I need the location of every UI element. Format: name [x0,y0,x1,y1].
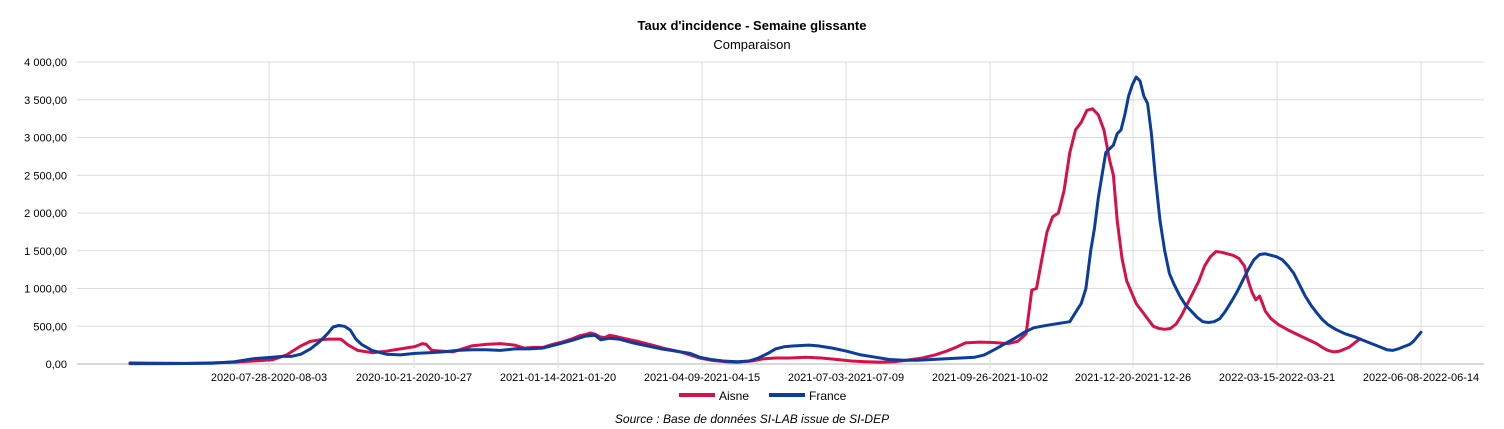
x-tick-label: 2021-04-09-2021-04-15 [644,372,760,384]
x-tick-label: 2021-01-14-2021-01-20 [500,372,616,384]
legend-swatch-france [769,393,805,397]
x-tick-label: 2021-07-03-2021-07-09 [788,372,904,384]
x-tick-label: 2021-09-26-2021-10-02 [932,372,1048,384]
y-tick-label: 2 500,00 [24,170,67,182]
x-tick-label: 2022-06-08-2022-06-14 [1363,372,1479,384]
y-tick-label: 3 500,00 [24,95,67,107]
legend: Aisne France [679,389,847,403]
y-tick-label: 0,00 [46,359,67,371]
y-tick-label: 1 000,00 [24,284,67,296]
legend-swatch-aisne [679,393,715,397]
x-tick-label: 2022-03-15-2022-03-21 [1219,372,1335,384]
y-axis-tick-labels: 0,00 500,00 1 000,00 1 500,00 2 000,00 2 500,… [24,57,67,371]
y-tick-label: 2 000,00 [24,208,67,220]
chart-subtitle: Comparaison [713,37,790,52]
y-tick-label: 4 000,00 [24,57,67,69]
x-axis-tick-labels: 2020-07-28-2020-08-03 2020-10-21-2020-10-… [211,372,1479,384]
y-tick-label: 1 500,00 [24,246,67,258]
chart-source: Source : Base de données SI-LAB issue de… [615,412,889,426]
legend-label-aisne: Aisne [719,389,749,403]
series-line-aisne [128,107,1362,365]
y-tick-label: 3 000,00 [24,133,67,145]
x-tick-label: 2021-12-20-2021-12-26 [1075,372,1191,384]
x-tick-label: 2020-10-21-2020-10-27 [356,372,472,384]
chart-title: Taux d'incidence - Semaine glissante [638,18,867,33]
series-line-france [128,75,1423,366]
y-tick-label: 500,00 [33,321,67,333]
series-layer [128,75,1423,366]
x-tick-label: 2020-07-28-2020-08-03 [211,372,327,384]
legend-label-france: France [809,389,847,403]
grid [77,61,1484,368]
